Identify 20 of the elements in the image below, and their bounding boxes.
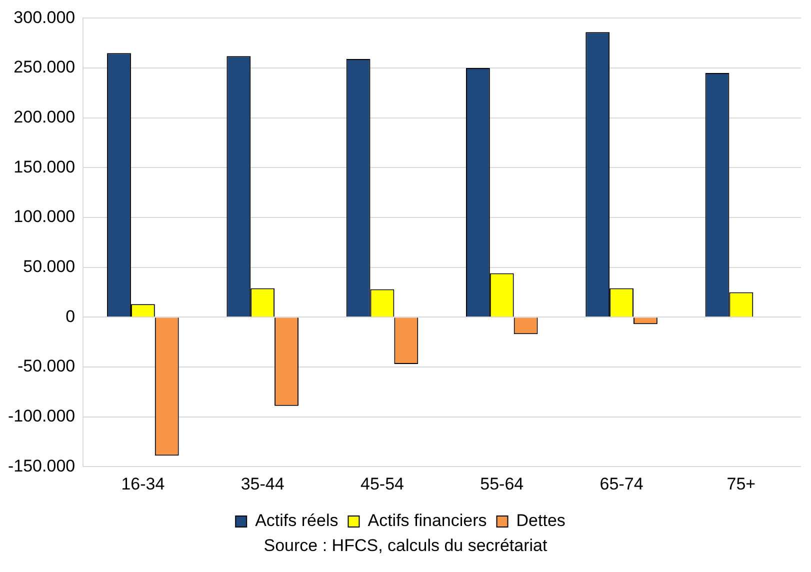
y-tick-label: 50.000 (23, 257, 76, 276)
source-note: Source : HFCS, calculs du secrétariat (262, 536, 548, 556)
x-tick-label: 16-34 (121, 474, 165, 494)
legend-label: Dettes (516, 511, 566, 530)
x-tick-label: 55-64 (480, 474, 524, 494)
y-tick-label: 250.000 (14, 58, 76, 77)
x-tick-label: 75+ (726, 474, 756, 494)
y-tick-label: 0 (66, 306, 76, 326)
y-tick-label: -100.000 (8, 406, 76, 426)
x-tick-label: 35-44 (240, 474, 284, 494)
legend-label: Actifs réels (255, 511, 338, 530)
y-tick-label: 300.000 (14, 8, 76, 27)
y-tick-label: 150.000 (14, 157, 76, 176)
legend-label: Actifs financiers (368, 511, 487, 530)
x-tick-label: 45-54 (360, 474, 404, 494)
x-tick-label: 65-74 (600, 474, 644, 494)
y-tick-label: 200.000 (14, 108, 76, 127)
y-tick-label: -150.000 (8, 456, 76, 476)
y-tick-label: 100.000 (14, 207, 76, 226)
y-tick-label: -50.000 (17, 356, 76, 376)
